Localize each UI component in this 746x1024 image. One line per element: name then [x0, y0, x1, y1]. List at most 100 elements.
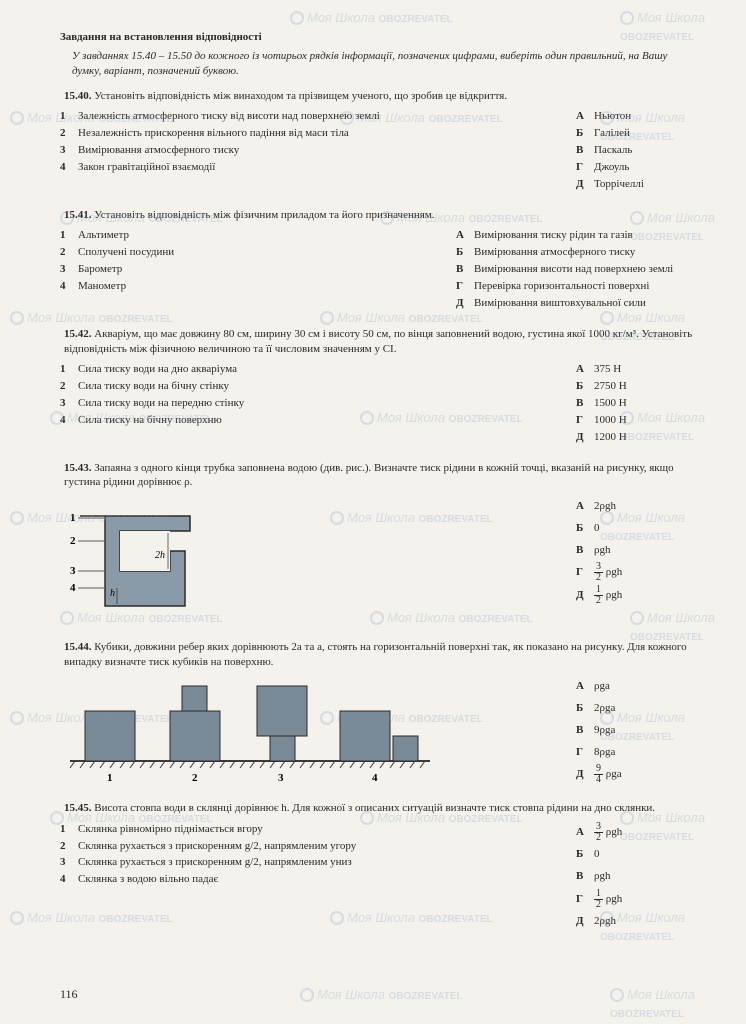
option-row: Б0 [576, 518, 696, 538]
option-text: Паскаль [594, 143, 696, 158]
right-options: АНьютонБГалілейВПаскальГДжоульДТоррічелл… [576, 109, 696, 193]
option-row: 2Склянка рухається з прискоренням g/2, н… [60, 839, 576, 854]
tube-figure: 1 2 3 4 h 2h [60, 496, 230, 626]
option-row: Аρga [576, 676, 696, 696]
right-options: А2ρghБ0ВρghГ32 ρghД12 ρgh [576, 496, 696, 608]
option-row: Д94 ρga [576, 764, 696, 785]
option-row: Б2750 Н [576, 379, 696, 394]
option-row: 4Манометр [60, 279, 456, 294]
option-row: Г8ρga [576, 742, 696, 762]
option-marker: А [576, 825, 594, 840]
option-row: 3Сила тиску води на передню стінку [60, 396, 576, 411]
option-text: Альтиметр [78, 228, 456, 243]
option-text: Сила тиску на бічну поверхню [78, 413, 576, 428]
option-marker: А [576, 679, 594, 694]
option-expression: 12 ρgh [594, 585, 696, 606]
svg-text:4: 4 [70, 582, 76, 594]
option-row: 1Альтиметр [60, 228, 456, 243]
option-marker: Б [576, 701, 594, 716]
cubes-figure: 1 2 3 4 [60, 676, 440, 786]
option-marker: А [576, 109, 594, 124]
task-15-41: 15.41. Установіть відповідність між фізи… [60, 208, 696, 313]
option-text: Барометр [78, 262, 456, 277]
option-text: Склянка рухається з прискоренням g/2, на… [78, 855, 576, 870]
watermark: Моя Школа OBOZREVATEL [290, 8, 453, 27]
option-marker: 1 [60, 228, 78, 243]
option-row: ДВимірювання виштовхувальної сили [456, 296, 696, 311]
task-num: 15.41. [64, 209, 92, 221]
left-options: 1Залежність атмосферного тиску від висот… [60, 109, 576, 193]
option-marker: Г [576, 160, 594, 175]
option-marker: Г [576, 413, 594, 428]
option-marker: 4 [60, 872, 78, 887]
option-marker: Д [576, 430, 594, 445]
option-marker: Г [576, 565, 594, 580]
option-marker: 2 [60, 245, 78, 260]
option-marker: В [576, 723, 594, 738]
svg-text:4: 4 [372, 772, 378, 784]
option-row: АВимірювання тиску рідин та газів [456, 228, 696, 243]
option-marker: Д [576, 767, 594, 782]
option-marker: Г [456, 279, 474, 294]
option-text: Склянка рухається з прискоренням g/2, на… [78, 839, 576, 854]
option-text: Сила тиску води на бічну стінку [78, 379, 576, 394]
left-options: 1Сила тиску води на дно акваріума2Сила т… [60, 362, 576, 446]
option-row: ВПаскаль [576, 143, 696, 158]
option-row: Д2ρgh [576, 912, 696, 932]
option-marker: В [576, 396, 594, 411]
left-options: 1Склянка рівномірно піднімається вгору2С… [60, 822, 576, 934]
option-marker: 4 [60, 279, 78, 294]
option-marker: 2 [60, 839, 78, 854]
option-marker: 4 [60, 160, 78, 175]
option-text: Склянка рівномірно піднімається вгору [78, 822, 576, 837]
option-expression: 32 ρgh [594, 822, 696, 843]
task-prompt: Установіть відповідність між фізичним пр… [94, 209, 434, 221]
option-row: ГПеревірка горизонтальності поверхні [456, 279, 696, 294]
option-expression: 32 ρgh [594, 562, 696, 583]
option-row: АНьютон [576, 109, 696, 124]
option-row: 4Склянка з водою вільно падає [60, 872, 576, 887]
option-text: Сила тиску води на дно акваріума [78, 362, 576, 377]
option-marker: Б [576, 126, 594, 141]
option-marker: 3 [60, 396, 78, 411]
option-row: 4Сила тиску на бічну поверхню [60, 413, 576, 428]
option-row: 1Сила тиску води на дно акваріума [60, 362, 576, 377]
option-text: Манометр [78, 279, 456, 294]
option-row: 3Барометр [60, 262, 456, 277]
section-title: Завдання на встановлення відповідності [60, 30, 696, 45]
option-marker: В [456, 262, 474, 277]
svg-text:3: 3 [70, 565, 76, 577]
option-marker: Б [576, 847, 594, 862]
option-expression: 8ρga [594, 745, 696, 760]
option-expression: 9ρga [594, 723, 696, 738]
option-marker: Б [576, 521, 594, 536]
watermark: Моя Школа OBOZREVATEL [300, 985, 463, 1004]
option-text: 1000 Н [594, 413, 696, 428]
option-text: Джоуль [594, 160, 696, 175]
option-row: Д1200 Н [576, 430, 696, 445]
option-row: ГДжоуль [576, 160, 696, 175]
task-15-45: 15.45. Висота стовпа води в склянці дорі… [60, 801, 696, 934]
task-prompt: Висота стовпа води в склянці дорівнює h.… [94, 802, 655, 814]
option-row: В1500 Н [576, 396, 696, 411]
task-num: 15.44. [64, 641, 92, 653]
option-expression: ρga [594, 679, 696, 694]
left-options: 1Альтиметр2Сполучені посудини3Барометр4М… [60, 228, 456, 312]
task-num: 15.45. [64, 802, 92, 814]
option-marker: 2 [60, 126, 78, 141]
option-expression: 2ρga [594, 701, 696, 716]
option-row: 3Вимірювання атмосферного тиску [60, 143, 576, 158]
option-marker: 1 [60, 109, 78, 124]
option-expression: 2ρgh [594, 499, 696, 514]
option-expression: 94 ρga [594, 764, 696, 785]
option-row: 1Залежність атмосферного тиску від висот… [60, 109, 576, 124]
option-marker: А [456, 228, 474, 243]
svg-text:2: 2 [192, 772, 198, 784]
option-expression: 0 [594, 847, 696, 862]
task-15-44: 15.44. Кубики, довжини ребер яких дорівн… [60, 640, 696, 787]
option-row: А32 ρgh [576, 822, 696, 843]
option-text: Склянка з водою вільно падає [78, 872, 576, 887]
task-15-40: 15.40. Установіть відповідність між вина… [60, 89, 696, 194]
task-prompt: Установіть відповідність між винаходом т… [94, 90, 507, 102]
option-marker: Г [576, 892, 594, 907]
